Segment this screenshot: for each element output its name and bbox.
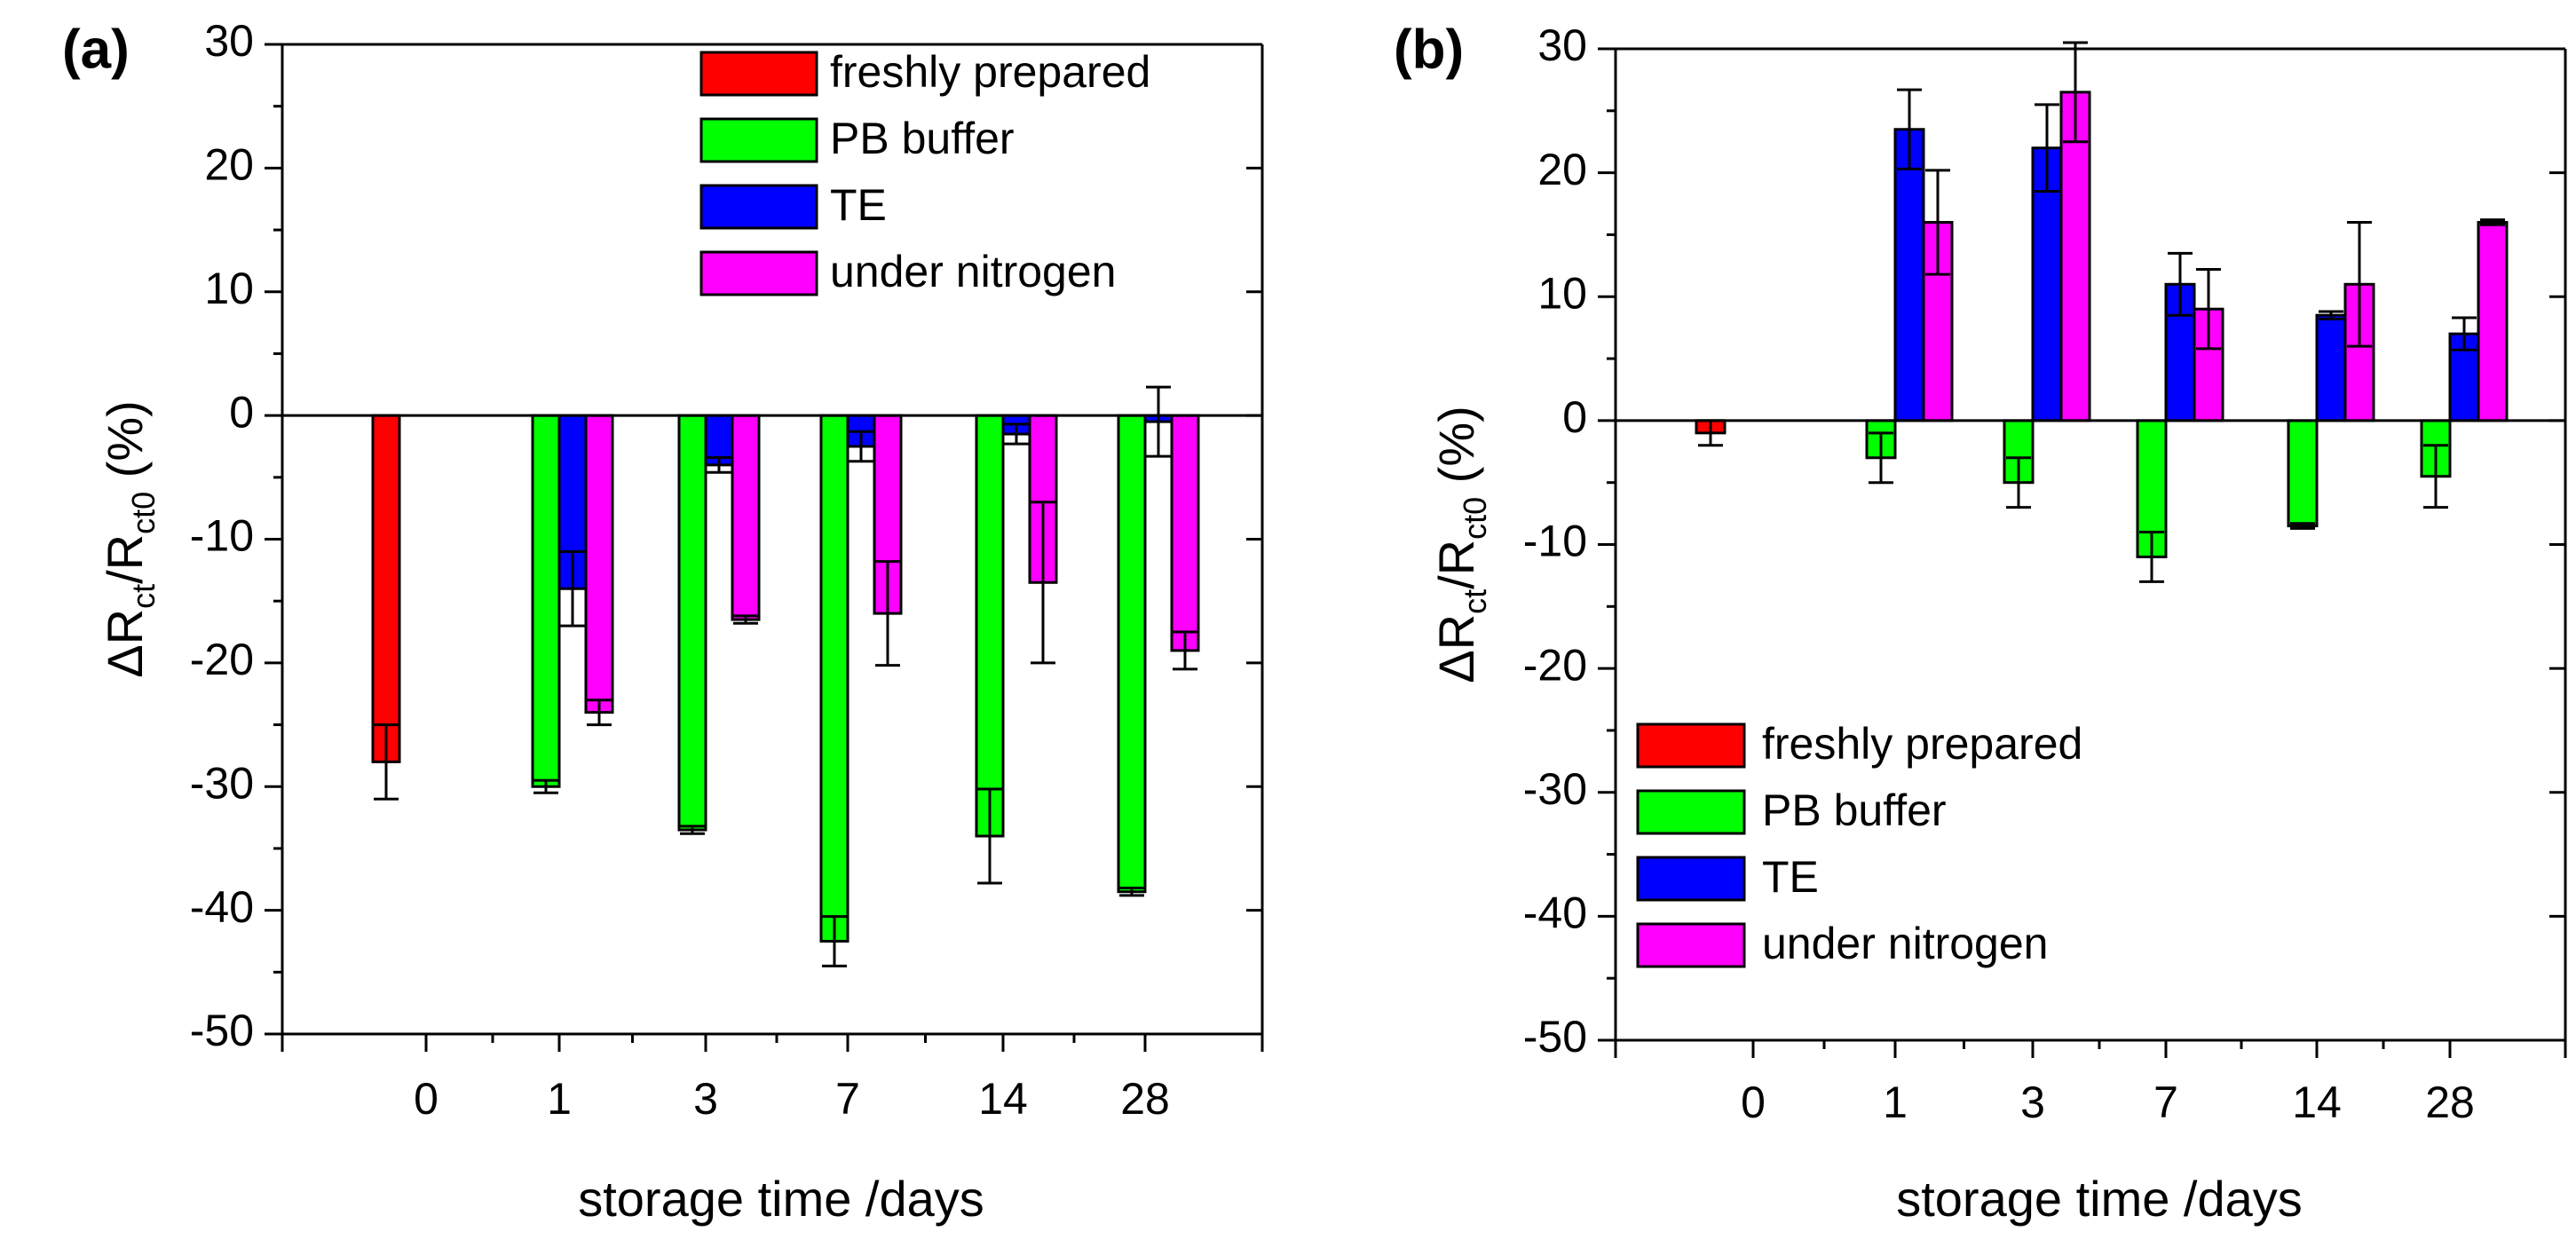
y-tick-label: 0 bbox=[229, 387, 254, 437]
x-tick-label-28: 28 bbox=[1120, 1074, 1170, 1124]
legend-label-under-nitrogen: under nitrogen bbox=[830, 247, 1116, 296]
y-axis-label-subscript: ct0 bbox=[125, 492, 162, 534]
y-tick-label: -20 bbox=[190, 635, 254, 684]
legend-swatch-under-nitrogen bbox=[1636, 922, 1746, 968]
x-tick-label-14: 14 bbox=[2292, 1077, 2342, 1127]
x-tick-label-0: 0 bbox=[414, 1074, 439, 1124]
legend-swatch-under-nitrogen bbox=[699, 250, 818, 296]
y-tick-label: -10 bbox=[190, 511, 254, 561]
y-tick-label: -10 bbox=[1523, 517, 1587, 566]
y-tick-label: 20 bbox=[1537, 145, 1587, 194]
y-axis-label-subscript: ct bbox=[125, 584, 162, 609]
x-tick-label-7: 7 bbox=[835, 1074, 860, 1124]
x-tick-label-7: 7 bbox=[2153, 1077, 2178, 1127]
y-tick-label: -40 bbox=[1523, 888, 1587, 938]
y-axis-label-part: /R bbox=[1428, 540, 1484, 589]
y-axis-label-subscript: ct bbox=[1457, 589, 1493, 614]
y-axis-label: ΔRct/Rct0 (%) bbox=[97, 400, 162, 678]
y-axis-label-part: ΔR bbox=[97, 609, 153, 678]
bar-TE-1 bbox=[1893, 128, 1925, 422]
y-axis-label-subscript: ct0 bbox=[1457, 497, 1493, 540]
y-tick-label: -30 bbox=[1523, 764, 1587, 814]
y-axis-label-part: ΔR bbox=[1428, 614, 1484, 683]
bar-PB-buffer-14 bbox=[975, 414, 1005, 838]
x-tick-label-1: 1 bbox=[1883, 1077, 1908, 1127]
x-tick-label-3: 3 bbox=[693, 1074, 718, 1124]
bar-PB-buffer-14 bbox=[2287, 419, 2319, 528]
bar-freshly-prepared-0 bbox=[371, 414, 401, 763]
x-axis-label: storage time /days bbox=[578, 1171, 984, 1227]
bar-TE-14 bbox=[2315, 313, 2347, 422]
legend-swatch-PB-buffer bbox=[699, 117, 818, 163]
legend-swatch-TE bbox=[699, 184, 818, 230]
bar-PB-buffer-3 bbox=[2003, 419, 2035, 485]
bar-under-nitrogen-3 bbox=[731, 414, 761, 621]
x-tick-label-14: 14 bbox=[978, 1074, 1028, 1124]
legend-label-PB-buffer: PB buffer bbox=[1762, 785, 1947, 835]
legend-swatch-TE bbox=[1636, 856, 1746, 902]
bar-PB-buffer-7 bbox=[819, 414, 849, 943]
x-tick-label-0: 0 bbox=[1741, 1077, 1766, 1127]
y-axis-label-part: (%) bbox=[1428, 406, 1484, 497]
bar-under-nitrogen-1 bbox=[584, 414, 614, 714]
panel-label: (b) bbox=[1394, 19, 1464, 80]
y-tick-label: 30 bbox=[204, 16, 254, 66]
bar-PB-buffer-28 bbox=[1117, 414, 1147, 894]
x-tick-label-28: 28 bbox=[2425, 1077, 2475, 1127]
legend-label-freshly-prepared: freshly prepared bbox=[1762, 719, 2082, 769]
panel-label: (a) bbox=[62, 19, 130, 80]
y-tick-label: 10 bbox=[204, 264, 254, 313]
x-axis-label: storage time /days bbox=[1896, 1171, 2303, 1227]
x-tick-label-1: 1 bbox=[547, 1074, 572, 1124]
legend-swatch-PB-buffer bbox=[1636, 789, 1746, 835]
legend-label-TE: TE bbox=[1762, 852, 1819, 902]
bar-PB-buffer-1 bbox=[531, 414, 561, 788]
bar-under-nitrogen-28 bbox=[1170, 414, 1200, 652]
bar-PB-buffer-3 bbox=[677, 414, 707, 832]
y-tick-label: -30 bbox=[190, 758, 254, 808]
y-tick-label: -20 bbox=[1523, 640, 1587, 690]
y-axis-label: ΔRct/Rct0 (%) bbox=[1428, 406, 1493, 683]
legend-label-under-nitrogen: under nitrogen bbox=[1762, 919, 2048, 968]
legend-label-TE: TE bbox=[830, 180, 887, 230]
x-tick-label-3: 3 bbox=[2020, 1077, 2045, 1127]
chart-panel-a: (a) 30 20 10 0 -10 -20 -30 -40 -50 0 1 3 7 14 28 storage… bbox=[62, 16, 1264, 1227]
legend-swatch-freshly-prepared bbox=[1636, 722, 1746, 769]
bar-under-nitrogen-28 bbox=[2477, 220, 2509, 422]
y-axis-label-part: /R bbox=[97, 534, 153, 584]
y-tick-label: 20 bbox=[204, 140, 254, 190]
y-tick-label: 0 bbox=[1562, 392, 1587, 442]
y-axis-label-part: (%) bbox=[97, 400, 153, 492]
y-tick-label: 10 bbox=[1537, 268, 1587, 318]
y-tick-label: -40 bbox=[190, 882, 254, 932]
y-tick-label: -50 bbox=[1523, 1012, 1587, 1062]
chart-panel-b: (b) 30 20 10 0 -10 -20 -30 -40 -50 0 1 3 7 14 28 storage… bbox=[1394, 19, 2567, 1227]
legend-label-PB-buffer: PB buffer bbox=[830, 114, 1015, 163]
y-tick-label: -50 bbox=[190, 1006, 254, 1055]
y-tick-label: 30 bbox=[1537, 20, 1587, 70]
legend-swatch-freshly-prepared bbox=[699, 51, 818, 97]
legend-label-freshly-prepared: freshly prepared bbox=[830, 47, 1150, 97]
bar-TE-28 bbox=[2448, 332, 2480, 422]
